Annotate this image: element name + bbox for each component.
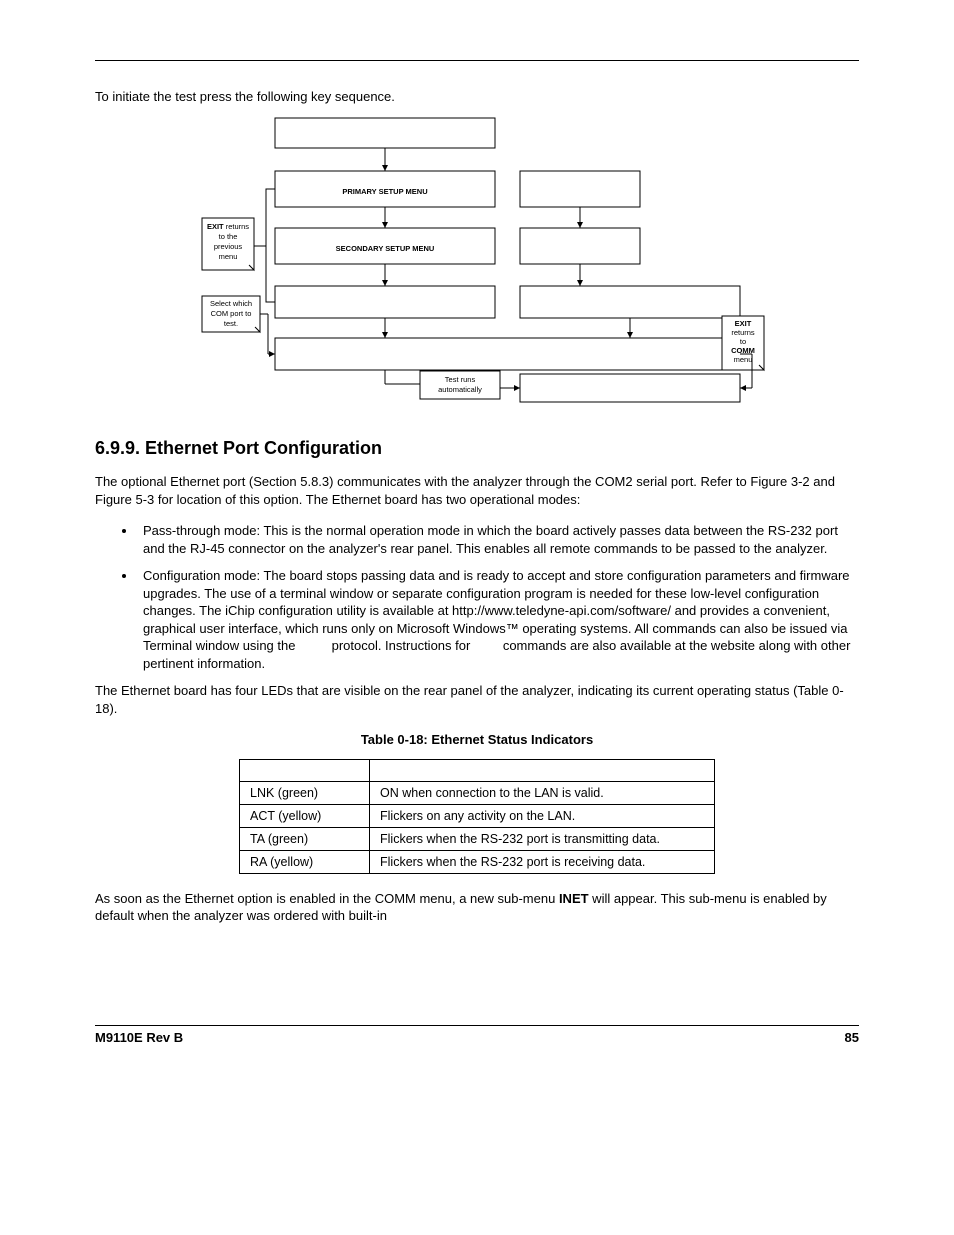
svg-text:test.: test. — [223, 319, 237, 328]
box-row4-left — [275, 286, 495, 318]
svg-text:Test runs: Test runs — [444, 375, 475, 384]
paragraph-3: As soon as the Ethernet option is enable… — [95, 890, 859, 925]
box-top-left — [275, 118, 495, 148]
paragraph-1: The optional Ethernet port (Section 5.8.… — [95, 473, 859, 508]
table-row: TA (green)Flickers when the RS-232 port … — [240, 827, 715, 850]
svg-text:COM port to: COM port to — [210, 309, 251, 318]
svg-text:previous: previous — [213, 242, 242, 251]
page: To initiate the test press the following… — [0, 0, 954, 1235]
box-row6 — [520, 374, 740, 402]
box-row4-right — [520, 286, 740, 318]
svg-text:to: to — [739, 337, 745, 346]
footer-doc-id: M9110E Rev B — [95, 1030, 183, 1045]
svg-text:returns: returns — [731, 328, 755, 337]
footer-page-number: 85 — [845, 1030, 859, 1045]
svg-text:menu: menu — [218, 252, 237, 261]
table-row: ACT (yellow)Flickers on any activity on … — [240, 804, 715, 827]
primary-label: PRIMARY SETUP MENU — [342, 187, 427, 196]
section-heading: 6.9.9. Ethernet Port Configuration — [95, 438, 859, 459]
table-caption: Table 0-18: Ethernet Status Indicators — [95, 732, 859, 747]
intro-text: To initiate the test press the following… — [95, 89, 859, 104]
table-header — [370, 759, 715, 781]
table-row: RA (yellow)Flickers when the RS-232 port… — [240, 850, 715, 873]
table-header — [240, 759, 370, 781]
list-item: Pass-through mode: This is the normal op… — [137, 522, 859, 557]
box-row5 — [275, 338, 740, 370]
svg-text:EXIT: EXIT — [734, 319, 751, 328]
ethernet-status-table: LNK (green)ON when connection to the LAN… — [239, 759, 715, 874]
box-row2-right — [520, 171, 640, 207]
top-rule — [95, 60, 859, 61]
box-row3-right — [520, 228, 640, 264]
svg-text:Select which: Select which — [209, 299, 251, 308]
svg-text:menu: menu — [733, 355, 752, 364]
flowchart-diagram: PRIMARY SETUP MENU SECONDARY SETUP MENU … — [180, 116, 775, 416]
svg-text:EXIT returns: EXIT returns — [206, 222, 248, 231]
svg-text:automatically: automatically — [438, 385, 482, 394]
secondary-label: SECONDARY SETUP MENU — [335, 244, 434, 253]
table-row: LNK (green)ON when connection to the LAN… — [240, 781, 715, 804]
svg-text:to the: to the — [218, 232, 237, 241]
paragraph-2: The Ethernet board has four LEDs that ar… — [95, 682, 859, 717]
list-item: Configuration mode: The board stops pass… — [137, 567, 859, 672]
page-footer: M9110E Rev B 85 — [95, 1025, 859, 1045]
table-header-row — [240, 759, 715, 781]
modes-list: Pass-through mode: This is the normal op… — [95, 522, 859, 672]
